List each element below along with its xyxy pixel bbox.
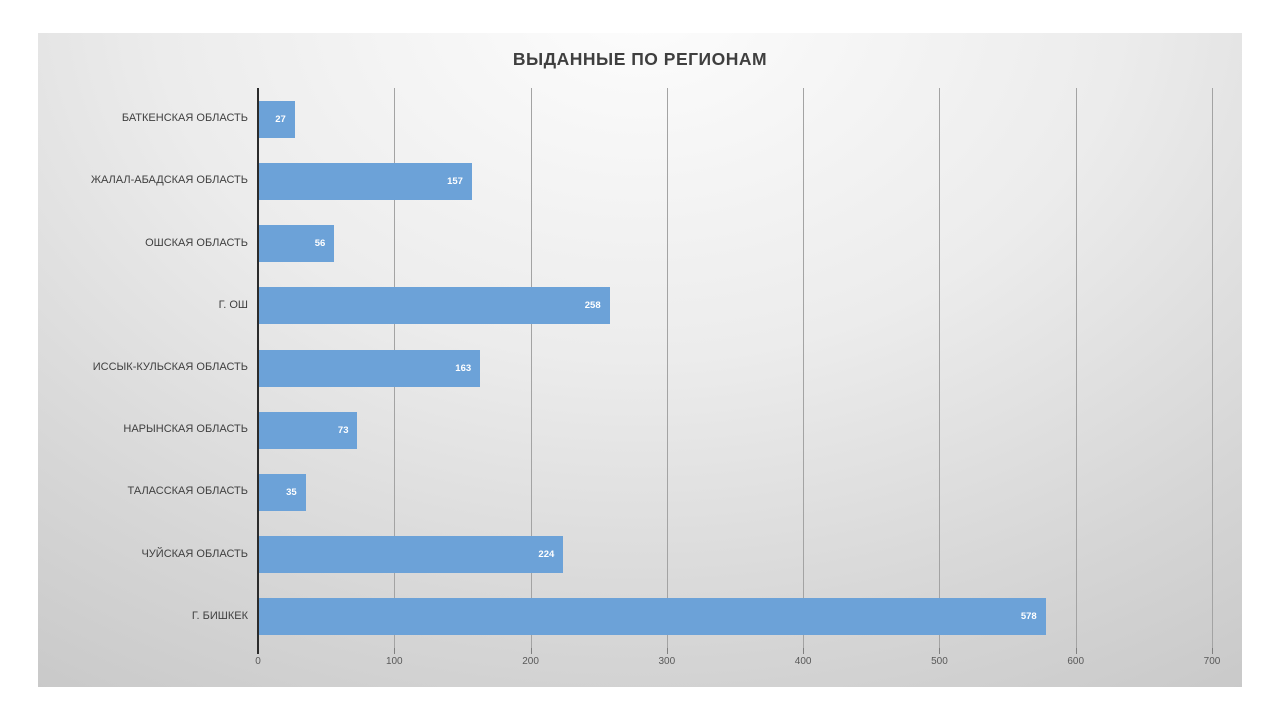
- axis-tick-mark: [530, 648, 532, 654]
- bar-8: 224: [258, 536, 564, 574]
- bar-row: 27: [258, 100, 1212, 138]
- category-label: ЖАЛАЛ-АБАДСКАЯ ОБЛАСТЬ: [90, 174, 248, 187]
- bar-6: 73: [258, 411, 358, 449]
- gridline: [1212, 88, 1213, 648]
- x-axis-tick-label: 400: [794, 656, 812, 667]
- x-axis-tick-label: 600: [1067, 656, 1085, 667]
- axis-tick-mark: [1212, 648, 1213, 654]
- chart-surface: ВЫДАННЫЕ ПО РЕГИОНАМ 27 157 56 258 163 73 35 22…: [38, 33, 1242, 687]
- bar-row: 258: [258, 287, 1212, 325]
- bar-4: 258: [258, 287, 610, 325]
- category-label: ЧУЙСКАЯ ОБЛАСТЬ: [141, 547, 248, 560]
- bar-row: 163: [258, 349, 1212, 387]
- x-axis-tick-label: 0: [255, 656, 261, 667]
- bar-value-label: 163: [455, 362, 472, 374]
- category-label: БАТКЕНСКАЯ ОБЛАСТЬ: [121, 112, 248, 125]
- x-axis-tick-label: 200: [522, 656, 539, 667]
- bar-value-label: 224: [538, 549, 555, 561]
- x-axis-tick-label: 100: [385, 656, 403, 667]
- category-label: ИССЫК-КУЛЬСКАЯ ОБЛАСТЬ: [92, 361, 248, 373]
- bar-row: 73: [258, 411, 1212, 449]
- bar-value-label: 73: [337, 424, 349, 436]
- gridline: [530, 88, 532, 648]
- axis-tick-mark: [803, 648, 805, 654]
- bar-5: 163: [258, 349, 481, 387]
- category-label: ТАЛАССКАЯ ОБЛАСТЬ: [127, 485, 248, 498]
- x-axis-tick-label: 300: [658, 656, 676, 667]
- axis-tick-mark: [666, 648, 668, 654]
- gridline: [1075, 88, 1077, 648]
- bar-2: 157: [258, 162, 472, 200]
- bar-7: 35: [258, 473, 306, 511]
- bar-value-label: 35: [286, 486, 297, 498]
- category-label: НАРЫНСКАЯ ОБЛАСТЬ: [123, 423, 248, 436]
- category-label: Г. БИШКЕК: [191, 609, 248, 622]
- bar-row: 35: [258, 473, 1212, 511]
- bar-value-label: 27: [275, 113, 286, 125]
- axis-tick-mark: [1075, 648, 1077, 654]
- bar-row: 157: [258, 162, 1212, 200]
- category-label: Г. ОШ: [218, 298, 248, 311]
- bar-value-label: 157: [447, 175, 463, 187]
- bar-row: 224: [258, 536, 1212, 574]
- bar-3: 56: [258, 225, 335, 263]
- axis-tick-mark: [939, 648, 941, 654]
- plot-area: 27 157 56 258 163 73 35 224 578: [257, 88, 1213, 654]
- bar-value-label: 578: [1020, 611, 1037, 623]
- bar-row: 56: [258, 225, 1212, 263]
- bar-9: 578: [258, 598, 1046, 636]
- category-label: ОШСКАЯ ОБЛАСТЬ: [145, 236, 248, 249]
- value-axis-labels: 0 100 200 300 400 500 600 700: [255, 656, 1220, 672]
- bar-value-label: 258: [584, 300, 601, 312]
- bar-row: 578: [258, 598, 1212, 636]
- category-axis-labels: БАТКЕНСКАЯ ОБЛАСТЬ ЖАЛАЛ-АБАДСКАЯ ОБЛАСТЬ…: [38, 88, 248, 648]
- gridline: [666, 88, 668, 648]
- bar-value-label: 56: [314, 238, 326, 250]
- category-axis-line: [257, 88, 259, 654]
- gridline: [939, 88, 941, 648]
- chart-title: ВЫДАННЫЕ ПО РЕГИОНАМ: [512, 49, 768, 69]
- gridline: [803, 88, 805, 648]
- axis-tick-mark: [394, 648, 396, 654]
- x-axis-tick-label: 700: [1203, 656, 1221, 667]
- bar-1: 27: [258, 100, 295, 138]
- x-axis-tick-label: 500: [931, 656, 948, 667]
